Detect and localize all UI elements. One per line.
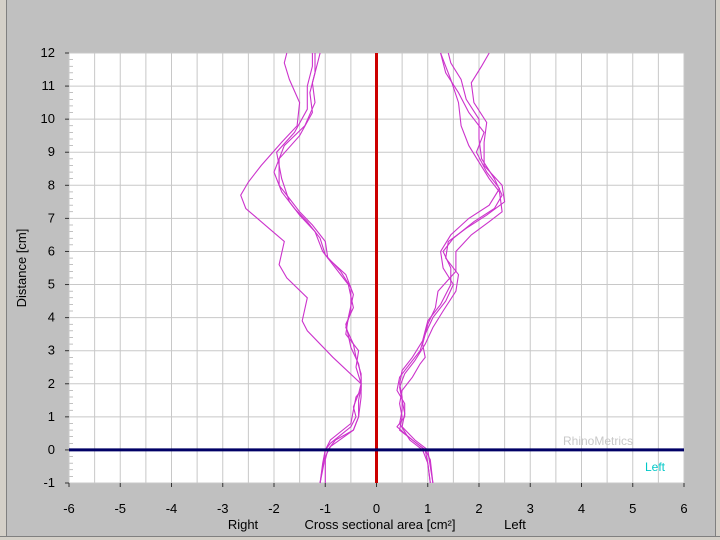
x-tick-label: 0 <box>373 501 380 516</box>
y-tick-label: 1 <box>48 409 55 424</box>
x-tick-label: 5 <box>629 501 636 516</box>
y-axis-label: Distance [cm] <box>14 229 29 308</box>
y-tick-label: 11 <box>42 78 56 93</box>
series-line-1 <box>278 53 362 484</box>
y-tick-label: 3 <box>48 343 55 358</box>
series-layer <box>240 52 506 484</box>
window-frame-right <box>715 0 720 540</box>
legend-label-left: Left <box>645 460 666 474</box>
y-tick-label: 7 <box>48 210 55 225</box>
series-line-7 <box>399 52 506 484</box>
y-tick-label: 8 <box>48 177 55 192</box>
series-line-4 <box>240 52 362 484</box>
y-tick-label: 0 <box>48 442 55 457</box>
x-tick-labels: -6 -5 -4 -3 -2 -1 0 1 2 3 4 5 6 <box>63 501 687 516</box>
x-tick-label: -3 <box>217 501 229 516</box>
x-tick-label: 6 <box>680 501 687 516</box>
x-tick-label: -5 <box>114 501 126 516</box>
window-frame-left <box>0 0 7 540</box>
y-tick-label: 4 <box>48 310 55 325</box>
x-tick-label: -2 <box>268 501 280 516</box>
x-tick-label: 1 <box>424 501 431 516</box>
x-axis-label-right-side: Right <box>228 517 259 532</box>
y-tick-label: 2 <box>48 376 55 391</box>
series-line-8 <box>398 52 503 484</box>
series-line-3 <box>276 53 362 484</box>
x-tick-label: 4 <box>578 501 585 516</box>
y-tick-label: 12 <box>41 45 55 60</box>
rhinometrics-watermark: RhinoMetrics <box>563 434 633 448</box>
x-axis-label-left-side: Left <box>504 517 526 532</box>
x-tick-label: -4 <box>166 501 178 516</box>
x-tick-label: 2 <box>475 501 482 516</box>
x-axis-label: Cross sectional area [cm²] <box>305 517 456 532</box>
window-frame-bottom <box>0 536 720 540</box>
y-tick-label: -1 <box>43 475 55 490</box>
y-tick-label: 10 <box>41 111 55 126</box>
y-tick-label: 5 <box>48 277 55 292</box>
y-tick-label: 9 <box>48 144 55 159</box>
x-tick-label: 3 <box>527 501 534 516</box>
y-tick-label: 6 <box>48 243 55 258</box>
x-tick-label: -6 <box>63 501 75 516</box>
x-tick-label: -1 <box>319 501 331 516</box>
